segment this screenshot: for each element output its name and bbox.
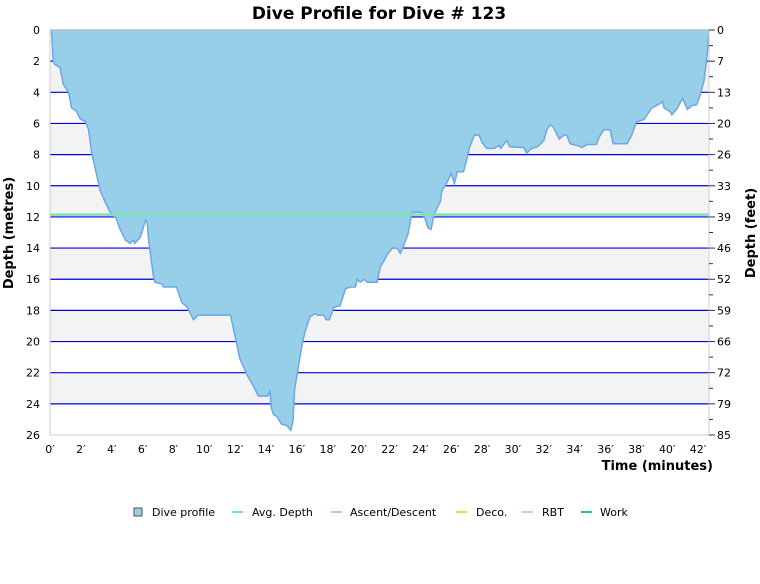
x-tick-label: 10′ xyxy=(196,443,213,456)
x-tick-label: 34′ xyxy=(566,443,583,456)
x-tick-label: 6′ xyxy=(138,443,148,456)
legend-label: Dive profile xyxy=(152,506,215,519)
x-tick-label: 20′ xyxy=(350,443,367,456)
x-tick-label: 16′ xyxy=(289,443,306,456)
y-axis-label-left: Depth (metres) xyxy=(2,177,17,289)
legend-label: Ascent/Descent xyxy=(350,506,437,519)
y-tick-label-right: 39 xyxy=(717,211,731,224)
y-tick-label: 2 xyxy=(33,55,40,68)
y-tick-label: 12 xyxy=(26,211,40,224)
y-tick-label-right: 26 xyxy=(717,149,731,162)
x-tick-label: 36′ xyxy=(597,443,614,456)
grid-band xyxy=(50,310,709,342)
x-tick-label: 18′ xyxy=(319,443,336,456)
x-tick-label: 24′ xyxy=(412,443,429,456)
x-tick-label: 4′ xyxy=(107,443,117,456)
x-tick-label: 22′ xyxy=(381,443,398,456)
x-tick-label: 2′ xyxy=(76,443,86,456)
legend-swatch-dive-profile xyxy=(133,507,143,517)
y-tick-label: 10 xyxy=(26,180,40,193)
y-tick-label-right: 13 xyxy=(717,86,731,99)
dive-profile-area xyxy=(50,29,710,432)
y-tick-label: 22 xyxy=(26,367,40,380)
y-tick-label-right: 72 xyxy=(717,367,731,380)
x-tick-label: 32′ xyxy=(536,443,553,456)
y-tick-label: 20 xyxy=(26,336,40,349)
y-tick-label: 4 xyxy=(33,86,40,99)
y-tick-label: 16 xyxy=(26,273,40,286)
legend-label: Deco. xyxy=(476,506,507,519)
x-tick-label: 14′ xyxy=(258,443,275,456)
x-tick-label: 8′ xyxy=(169,443,179,456)
x-tick-label: 12′ xyxy=(227,443,244,456)
x-tick-label: 40′ xyxy=(659,443,676,456)
y-tick-label: 8 xyxy=(33,149,40,162)
y-axis-label-right: Depth (feet) xyxy=(744,188,759,278)
y-tick-label-right: 52 xyxy=(717,273,731,286)
y-tick-label-right: 79 xyxy=(717,398,731,411)
x-tick-label: 26′ xyxy=(443,443,460,456)
y-tick-label-right: 59 xyxy=(717,304,731,317)
y-tick-label-right: 33 xyxy=(717,180,731,193)
x-tick-label: 42′ xyxy=(690,443,707,456)
y-tick-label-right: 7 xyxy=(717,55,724,68)
y-tick-label-right: 66 xyxy=(717,336,731,349)
legend-label: Work xyxy=(600,506,628,519)
y-tick-label: 0 xyxy=(33,24,40,37)
x-tick-label: 38′ xyxy=(628,443,645,456)
chart-title: Dive Profile for Dive # 123 xyxy=(252,4,506,24)
x-tick-label: 30′ xyxy=(505,443,522,456)
y-tick-label-right: 0 xyxy=(717,24,724,37)
legend-label: RBT xyxy=(542,506,564,519)
x-tick-label: 0′ xyxy=(45,443,55,456)
x-axis-label: Time (minutes) xyxy=(602,459,713,474)
y-tick-label-right: 85 xyxy=(717,429,731,442)
y-tick-label: 26 xyxy=(26,429,40,442)
y-tick-label-right: 46 xyxy=(717,242,731,255)
y-tick-label: 6 xyxy=(33,117,40,130)
y-tick-label-right: 20 xyxy=(717,117,731,130)
y-tick-label: 14 xyxy=(26,242,40,255)
x-tick-label: 28′ xyxy=(474,443,491,456)
legend-label: Avg. Depth xyxy=(252,506,313,519)
y-tick-label: 18 xyxy=(26,304,40,317)
y-tick-label: 24 xyxy=(26,398,40,411)
grid-band xyxy=(50,372,709,404)
